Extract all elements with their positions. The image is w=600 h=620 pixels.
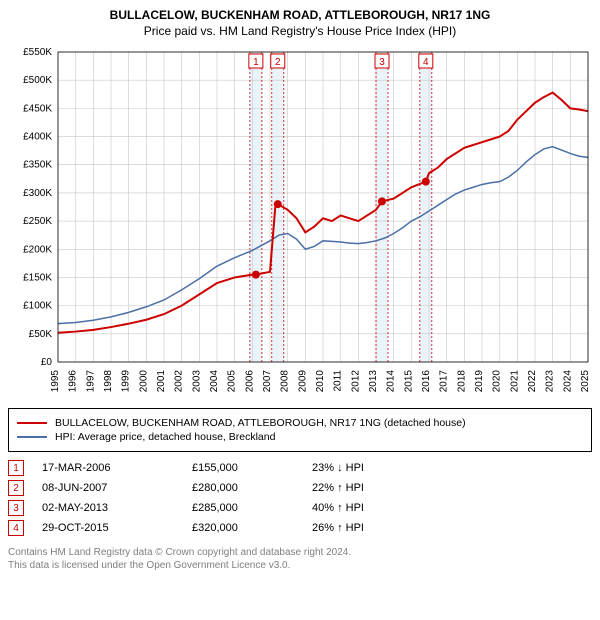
sale-row: 2 08-JUN-2007£280,00022% ↑ HPI (8, 480, 592, 496)
svg-text:1997: 1997 (85, 370, 96, 393)
svg-text:2017: 2017 (439, 370, 450, 393)
svg-text:£150K: £150K (23, 272, 52, 283)
sale-delta: 26% ↑ HPI (312, 522, 432, 534)
svg-text:2018: 2018 (456, 370, 467, 393)
svg-text:£450K: £450K (23, 103, 52, 114)
sale-marker: 1 (8, 460, 24, 476)
sale-delta: 40% ↑ HPI (312, 502, 432, 514)
svg-text:2004: 2004 (209, 370, 220, 393)
svg-text:£50K: £50K (29, 329, 53, 340)
svg-text:£350K: £350K (23, 160, 52, 171)
footer-line-1: Contains HM Land Registry data © Crown c… (8, 546, 592, 559)
svg-text:2006: 2006 (244, 370, 255, 393)
svg-text:2001: 2001 (156, 370, 167, 393)
price-chart: £0 £50K £100K £150K £200K £250K £300K £350K £400… (8, 42, 592, 402)
legend-label: HPI: Average price, detached house, Brec… (55, 431, 275, 443)
svg-text:2005: 2005 (227, 370, 238, 393)
svg-text:2007: 2007 (262, 370, 273, 393)
svg-text:2025: 2025 (580, 370, 591, 393)
svg-text:2000: 2000 (138, 370, 149, 393)
sale-marker: 2 (8, 480, 24, 496)
svg-text:2: 2 (275, 57, 281, 68)
svg-text:£500K: £500K (23, 75, 52, 86)
chart-container: £0 £50K £100K £150K £200K £250K £300K £350K £400… (8, 42, 592, 402)
svg-text:2003: 2003 (191, 370, 202, 393)
sale-date: 29-OCT-2015 (42, 522, 192, 534)
legend-label: BULLACELOW, BUCKENHAM ROAD, ATTLEBOROUGH… (55, 417, 466, 429)
svg-text:£0: £0 (41, 357, 53, 368)
svg-text:1999: 1999 (121, 370, 132, 393)
sale-row: 3 02-MAY-2013£285,00040% ↑ HPI (8, 500, 592, 516)
legend-swatch (17, 422, 47, 424)
sale-delta: 22% ↑ HPI (312, 482, 432, 494)
svg-text:2010: 2010 (315, 370, 326, 393)
svg-text:2008: 2008 (280, 370, 291, 393)
svg-text:4: 4 (423, 57, 429, 68)
sale-delta: 23% ↓ HPI (312, 462, 432, 474)
sale-price: £285,000 (192, 502, 312, 514)
svg-text:2024: 2024 (562, 370, 573, 393)
svg-text:2016: 2016 (421, 370, 432, 393)
svg-text:£200K: £200K (23, 244, 52, 255)
svg-text:2014: 2014 (386, 370, 397, 393)
svg-text:2020: 2020 (492, 370, 503, 393)
svg-text:2015: 2015 (403, 370, 414, 393)
svg-text:2011: 2011 (333, 370, 344, 392)
title-line-2: Price paid vs. HM Land Registry's House … (8, 24, 592, 38)
footer-attribution: Contains HM Land Registry data © Crown c… (8, 546, 592, 572)
title-line-1: BULLACELOW, BUCKENHAM ROAD, ATTLEBOROUGH… (8, 8, 592, 22)
svg-text:2022: 2022 (527, 370, 538, 393)
svg-text:1: 1 (253, 57, 259, 68)
legend-item: BULLACELOW, BUCKENHAM ROAD, ATTLEBOROUGH… (17, 417, 583, 429)
footer-line-2: This data is licensed under the Open Gov… (8, 559, 592, 572)
svg-text:2013: 2013 (368, 370, 379, 393)
chart-title-block: BULLACELOW, BUCKENHAM ROAD, ATTLEBOROUGH… (8, 8, 592, 38)
sale-row: 4 29-OCT-2015£320,00026% ↑ HPI (8, 520, 592, 536)
sale-price: £280,000 (192, 482, 312, 494)
svg-text:£400K: £400K (23, 132, 52, 143)
svg-text:2009: 2009 (297, 370, 308, 393)
svg-text:2023: 2023 (545, 370, 556, 393)
sale-marker: 4 (8, 520, 24, 536)
svg-text:2002: 2002 (174, 370, 185, 393)
sale-row: 1 17-MAR-2006£155,00023% ↓ HPI (8, 460, 592, 476)
svg-text:£100K: £100K (23, 301, 52, 312)
svg-text:1996: 1996 (68, 370, 79, 393)
legend-item: HPI: Average price, detached house, Brec… (17, 431, 583, 443)
svg-text:2021: 2021 (509, 370, 520, 393)
sales-table: 1 17-MAR-2006£155,00023% ↓ HPI 2 08-JUN-200… (8, 460, 592, 536)
sale-date: 02-MAY-2013 (42, 502, 192, 514)
svg-text:2012: 2012 (350, 370, 361, 393)
svg-text:1998: 1998 (103, 370, 114, 393)
svg-text:1995: 1995 (50, 370, 61, 393)
legend-swatch (17, 436, 47, 438)
sale-price: £320,000 (192, 522, 312, 534)
svg-text:£550K: £550K (23, 47, 52, 58)
svg-text:£300K: £300K (23, 188, 52, 199)
svg-text:£250K: £250K (23, 216, 52, 227)
svg-text:2019: 2019 (474, 370, 485, 393)
sale-date: 08-JUN-2007 (42, 482, 192, 494)
sale-date: 17-MAR-2006 (42, 462, 192, 474)
legend: BULLACELOW, BUCKENHAM ROAD, ATTLEBOROUGH… (8, 408, 592, 452)
sale-marker: 3 (8, 500, 24, 516)
svg-text:3: 3 (379, 57, 385, 68)
sale-price: £155,000 (192, 462, 312, 474)
